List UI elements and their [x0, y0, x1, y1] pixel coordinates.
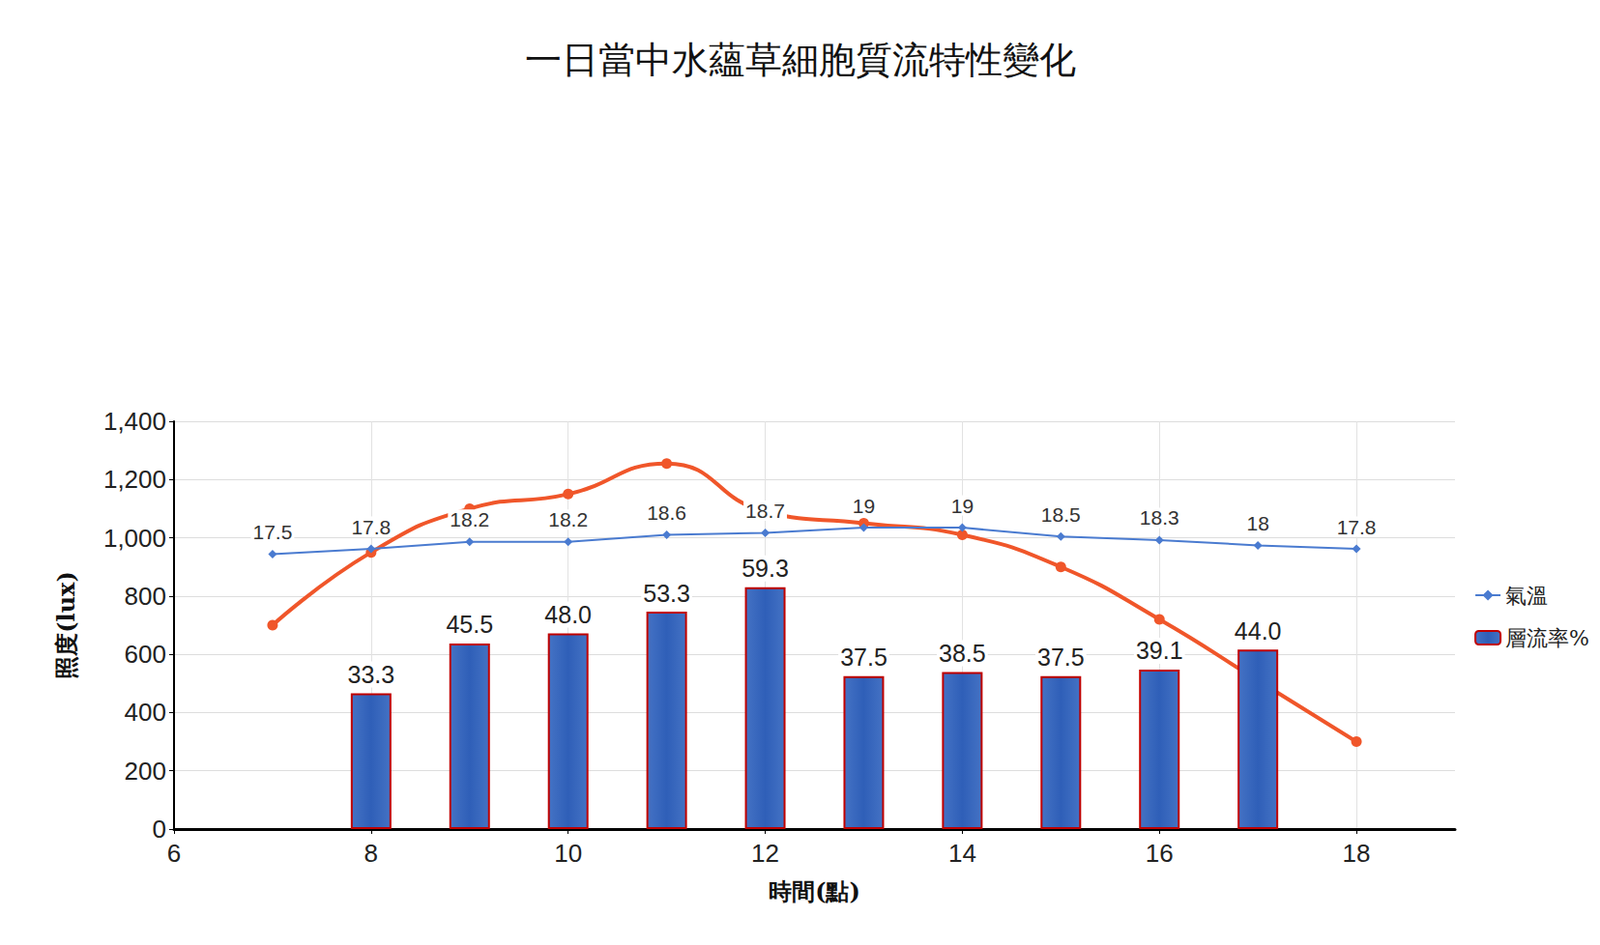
svg-text:18.6: 18.6: [646, 501, 687, 524]
svg-text:17.5: 17.5: [252, 521, 292, 544]
svg-text:19: 19: [951, 494, 974, 518]
svg-text:17.8: 17.8: [1337, 516, 1377, 539]
svg-text:1,000: 1,000: [103, 523, 167, 553]
svg-text:16: 16: [1145, 839, 1174, 869]
svg-text:0: 0: [152, 814, 167, 844]
svg-text:38.5: 38.5: [938, 640, 987, 668]
svg-text:14: 14: [948, 839, 977, 869]
svg-text:1,400: 1,400: [103, 407, 167, 437]
svg-text:18.2: 18.2: [548, 508, 588, 531]
svg-text:18.3: 18.3: [1139, 506, 1180, 529]
svg-text:33.3: 33.3: [348, 661, 396, 689]
svg-text:18.2: 18.2: [449, 508, 490, 531]
svg-text:時間(點): 時間(點): [768, 877, 861, 906]
svg-text:59.3: 59.3: [741, 554, 789, 582]
svg-text:44.0: 44.0: [1234, 617, 1282, 645]
svg-text:200: 200: [124, 756, 167, 786]
svg-text:400: 400: [124, 698, 167, 728]
svg-text:39.1: 39.1: [1135, 637, 1184, 665]
svg-text:6: 6: [167, 839, 181, 869]
svg-text:48.0: 48.0: [544, 601, 592, 629]
svg-text:18.7: 18.7: [745, 499, 786, 523]
svg-text:照度(lux): 照度(lux): [52, 571, 81, 680]
svg-text:18: 18: [1246, 512, 1269, 535]
svg-text:一日當中水蘊草細胞質流特性變化: 一日當中水蘊草細胞質流特性變化: [524, 38, 1077, 82]
svg-text:800: 800: [124, 581, 167, 611]
svg-text:10: 10: [553, 839, 582, 869]
svg-text:53.3: 53.3: [642, 580, 691, 608]
svg-text:8: 8: [364, 839, 379, 869]
svg-text:37.5: 37.5: [1037, 643, 1085, 671]
svg-text:37.5: 37.5: [840, 643, 888, 671]
svg-text:12: 12: [751, 839, 780, 869]
svg-text:19: 19: [852, 494, 875, 518]
svg-text:18.5: 18.5: [1041, 503, 1081, 526]
svg-text:18: 18: [1342, 839, 1371, 869]
svg-text:層流率%: 層流率%: [1505, 626, 1590, 651]
svg-text:45.5: 45.5: [445, 610, 494, 639]
svg-text:1,200: 1,200: [103, 465, 167, 495]
svg-text:17.8: 17.8: [350, 516, 391, 539]
svg-text:600: 600: [124, 640, 167, 670]
svg-text:氣溫: 氣溫: [1505, 583, 1548, 609]
